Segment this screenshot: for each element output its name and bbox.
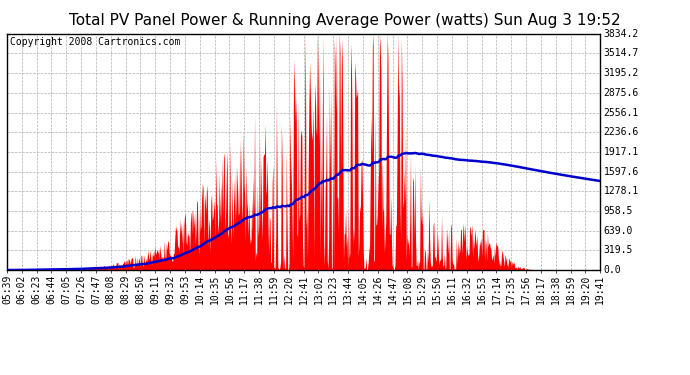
Text: 1917.1: 1917.1 (604, 147, 639, 157)
Text: 1597.6: 1597.6 (604, 166, 639, 177)
Text: 639.0: 639.0 (604, 226, 633, 236)
Text: 319.5: 319.5 (604, 245, 633, 255)
Text: 0.0: 0.0 (604, 265, 622, 275)
Text: 2875.6: 2875.6 (604, 88, 639, 98)
Text: 2236.6: 2236.6 (604, 127, 639, 137)
Text: Total PV Panel Power & Running Average Power (watts) Sun Aug 3 19:52: Total PV Panel Power & Running Average P… (69, 13, 621, 28)
Text: 958.5: 958.5 (604, 206, 633, 216)
Text: 2556.1: 2556.1 (604, 108, 639, 117)
Text: 1278.1: 1278.1 (604, 186, 639, 196)
Text: 3514.7: 3514.7 (604, 48, 639, 58)
Text: 3834.2: 3834.2 (604, 29, 639, 39)
Text: Copyright 2008 Cartronics.com: Copyright 2008 Cartronics.com (10, 37, 180, 47)
Text: 3195.2: 3195.2 (604, 68, 639, 78)
